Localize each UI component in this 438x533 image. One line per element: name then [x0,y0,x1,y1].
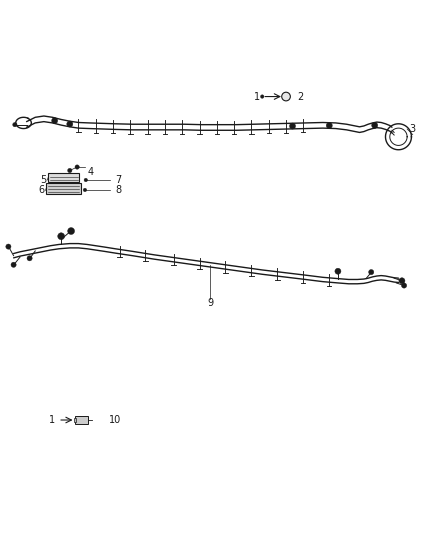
Circle shape [290,123,296,129]
Text: 6: 6 [38,185,44,196]
Text: 7: 7 [115,175,121,185]
Circle shape [67,121,73,127]
Circle shape [369,270,374,274]
Circle shape [261,95,264,98]
Circle shape [399,278,405,284]
Bar [46,183,81,194]
Text: 5: 5 [40,175,46,185]
Text: 10: 10 [109,415,121,425]
Circle shape [75,165,79,169]
Circle shape [11,262,16,268]
Circle shape [372,122,378,128]
Circle shape [84,178,88,182]
Circle shape [335,268,341,274]
Circle shape [58,233,65,240]
Bar [48,173,79,182]
Text: 2: 2 [297,92,303,102]
Bar [75,416,88,424]
Circle shape [67,228,74,235]
Bar [74,418,76,422]
Circle shape [6,244,11,249]
Text: 4: 4 [87,167,93,177]
Text: 9: 9 [207,298,213,308]
Circle shape [282,92,290,101]
Text: 3: 3 [409,124,415,134]
Circle shape [83,188,87,192]
Circle shape [326,123,332,128]
Circle shape [67,168,72,173]
Circle shape [402,283,406,288]
Text: 8: 8 [115,185,121,196]
Text: 1: 1 [49,415,55,425]
Text: 1: 1 [254,92,260,102]
Circle shape [13,123,17,127]
Circle shape [52,118,58,124]
Circle shape [27,256,32,261]
